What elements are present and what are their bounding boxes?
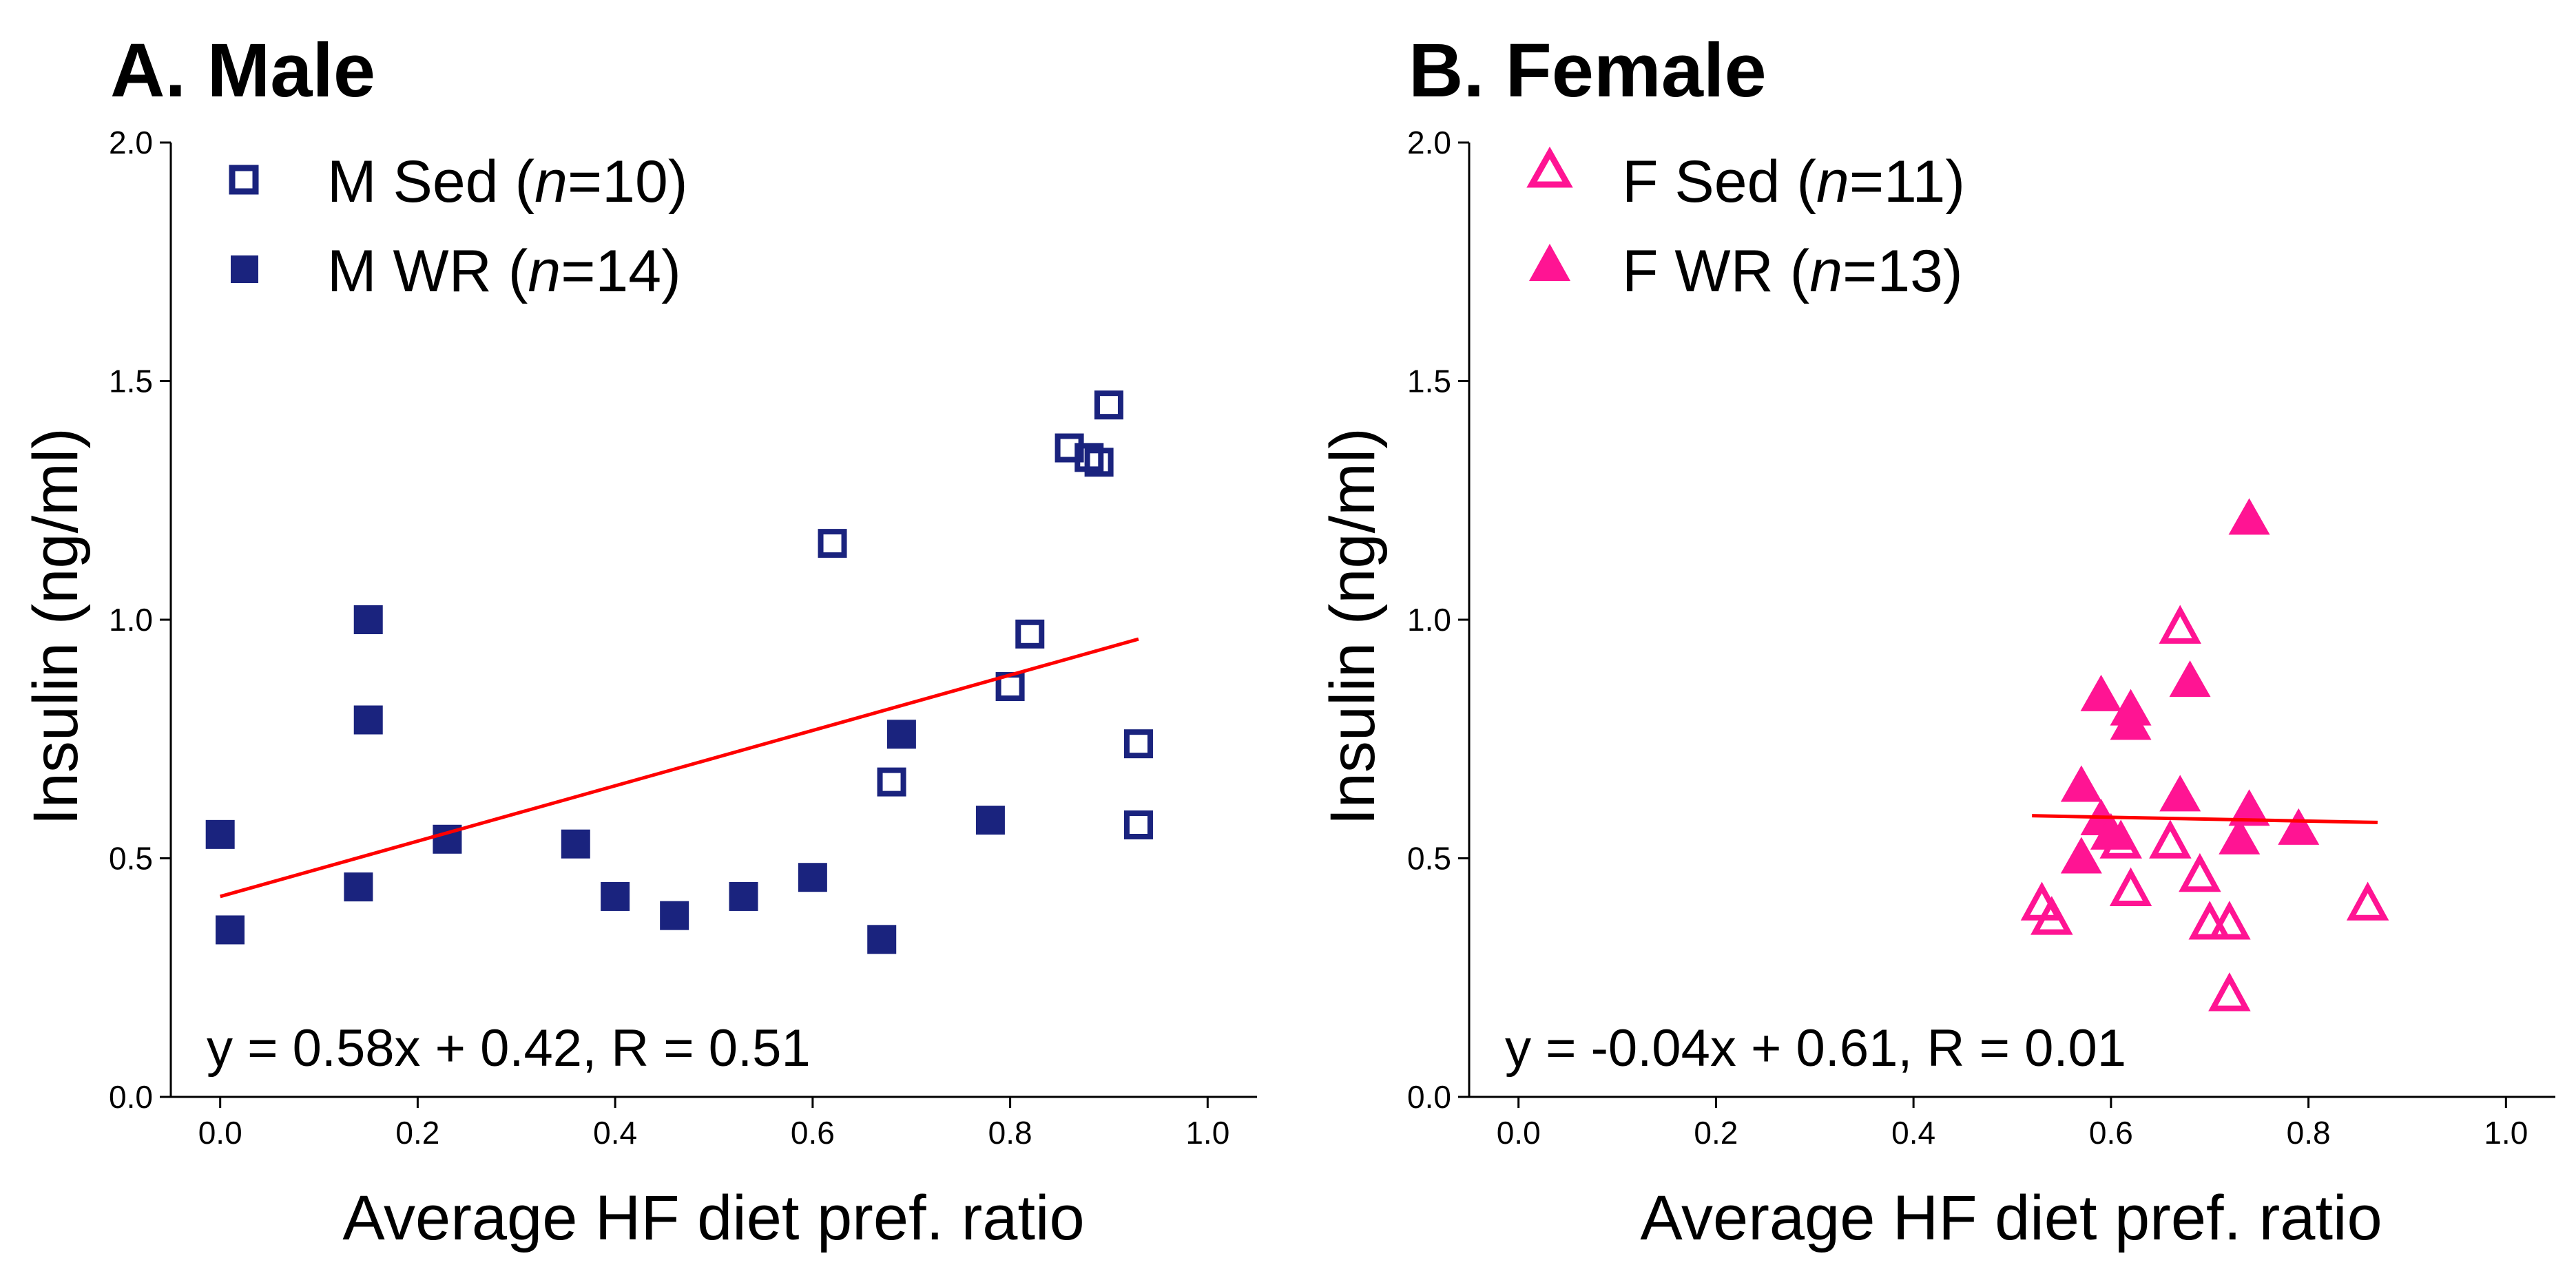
x-axis-title: Average HF diet pref. ratio	[1640, 1183, 2382, 1253]
panel-title: A. Male	[110, 28, 375, 113]
equation: y = -0.04x + 0.61, R = 0.01	[1505, 1019, 2126, 1078]
data-point	[877, 767, 906, 797]
y-tick-label: 0.5	[1407, 841, 1451, 877]
data-point	[818, 529, 847, 558]
series-f-sed	[2020, 605, 2389, 1012]
y-tick-label: 0.5	[109, 841, 153, 877]
data-point	[2060, 837, 2102, 874]
data-point	[1084, 448, 1114, 477]
y-tick-label: 0.0	[1407, 1079, 1451, 1115]
panel-female: B. Female F Sed (n=11) F WR (n=13) y = -…	[1318, 28, 2555, 1253]
series-f-wr	[2060, 498, 2320, 874]
data-point	[205, 819, 235, 849]
data-point	[2219, 817, 2261, 855]
panel-label: B.	[1409, 28, 1484, 113]
data-point	[2090, 813, 2132, 850]
legend-label-f-wr: F WR (n=13)	[1622, 238, 1963, 304]
legend-marker-f-wr	[1529, 244, 1570, 281]
x-tick-label: 0.0	[1497, 1115, 1541, 1151]
x-tick-label: 1.0	[1185, 1115, 1229, 1151]
regression-line	[2032, 814, 2378, 824]
data-point	[1015, 619, 1045, 649]
data-point	[660, 901, 689, 930]
panel-male: A. Male M Sed (n=10) M WR (n=14) y = 0.5…	[21, 28, 1257, 1253]
data-point	[2109, 867, 2152, 907]
x-tick-label: 0.8	[988, 1115, 1032, 1151]
equation: y = 0.58x + 0.42, R = 0.51	[207, 1019, 811, 1078]
series-m-wr	[205, 605, 1005, 954]
y-tick-label: 1.5	[1407, 364, 1451, 399]
data-point	[353, 605, 383, 634]
data-point	[975, 806, 1005, 835]
legend: F Sed (n=11) F WR (n=13)	[1526, 146, 1965, 304]
y-tick-label: 0.0	[109, 1079, 153, 1115]
y-tick-label: 1.0	[1407, 602, 1451, 638]
data-point	[729, 881, 758, 911]
x-tick-label: 0.4	[1891, 1115, 1935, 1151]
data-point	[2228, 498, 2270, 535]
y-tick-label: 2.0	[109, 125, 153, 160]
data-point	[2208, 901, 2251, 940]
data-point	[353, 705, 383, 735]
legend: M Sed (n=10) M WR (n=14)	[229, 149, 687, 304]
legend-label-m-wr: M WR (n=14)	[327, 238, 681, 304]
data-point	[2346, 881, 2389, 921]
data-point	[561, 829, 590, 859]
data-point	[798, 863, 827, 892]
data-point	[2060, 765, 2102, 802]
y-axis-title: Insulin (ng/ml)	[21, 428, 91, 826]
data-point	[216, 915, 245, 945]
legend-marker-m-sed	[229, 165, 259, 195]
data-point	[2169, 660, 2211, 698]
series-m-sed	[818, 390, 1153, 839]
x-tick-label: 0.4	[593, 1115, 637, 1151]
data-point	[2179, 852, 2221, 892]
legend-marker-f-sed	[1526, 146, 1573, 188]
x-tick-label: 0.2	[395, 1115, 439, 1151]
panel-label: A.	[110, 28, 186, 113]
x-tick-label: 0.8	[2287, 1115, 2331, 1151]
legend-marker-m-wr	[231, 255, 258, 283]
data-point	[1123, 729, 1153, 759]
x-tick-label: 0.0	[198, 1115, 242, 1151]
data-point	[601, 881, 630, 911]
data-point	[2030, 896, 2073, 935]
legend-label-m-sed: M Sed (n=10)	[327, 149, 687, 215]
data-point	[2208, 972, 2251, 1012]
data-point	[867, 925, 897, 954]
data-point	[886, 720, 916, 749]
data-point	[2080, 674, 2122, 711]
x-tick-label: 1.0	[2484, 1115, 2528, 1151]
panel-title-text: Female	[1506, 28, 1767, 113]
x-tick-label: 0.2	[1694, 1115, 1738, 1151]
panel-title: B. Female	[1409, 28, 1767, 113]
legend-label-f-sed: F Sed (n=11)	[1622, 149, 1965, 215]
data-point	[344, 872, 373, 902]
data-point	[1094, 390, 1123, 420]
regression-line	[220, 637, 1139, 899]
data-point	[2228, 789, 2270, 826]
data-point	[2149, 819, 2192, 859]
data-point	[2159, 775, 2201, 812]
x-tick-label: 0.6	[791, 1115, 835, 1151]
y-tick-label: 1.5	[109, 364, 153, 399]
data-point	[2278, 808, 2320, 845]
data-point	[2188, 901, 2231, 940]
panel-title-text: Male	[207, 28, 376, 113]
x-axis-title: Average HF diet pref. ratio	[342, 1183, 1084, 1253]
data-point	[1123, 810, 1153, 839]
y-axis-title: Insulin (ng/ml)	[1318, 428, 1388, 826]
data-point	[2159, 605, 2201, 644]
data-point	[2110, 703, 2152, 740]
y-tick-label: 2.0	[1407, 125, 1451, 160]
y-tick-label: 1.0	[109, 602, 153, 638]
x-tick-label: 0.6	[2089, 1115, 2133, 1151]
